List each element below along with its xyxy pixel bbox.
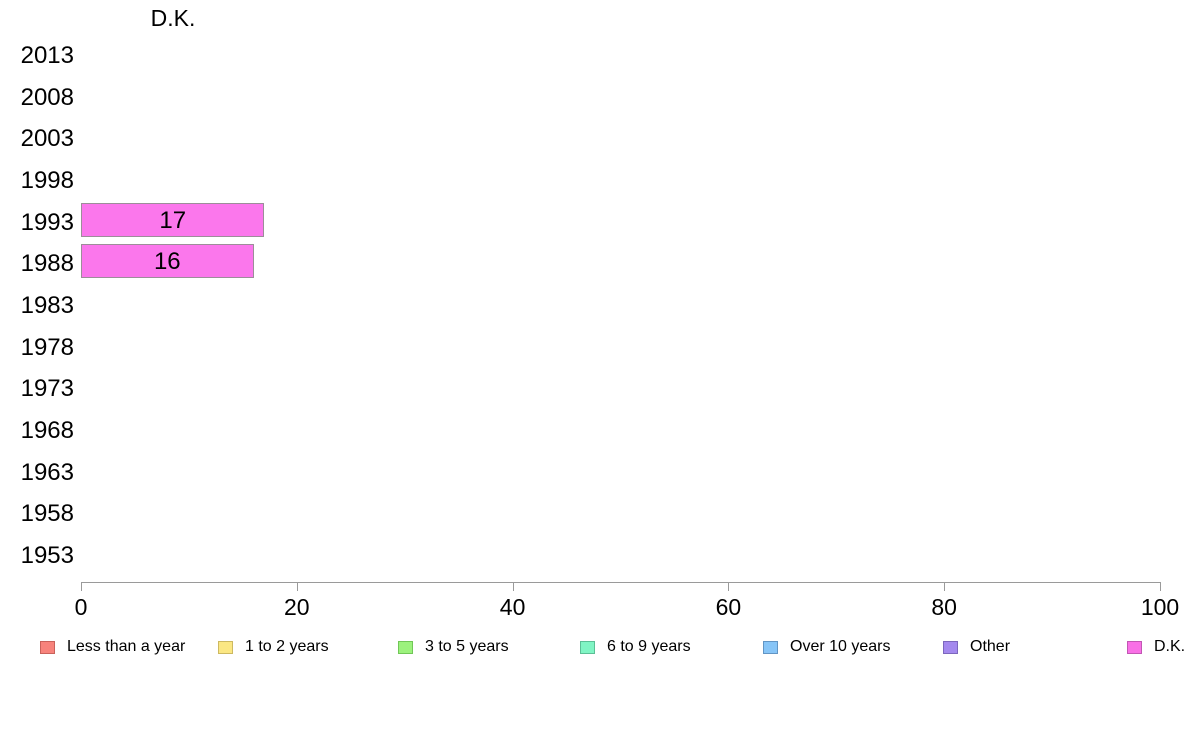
x-axis-tick (296, 582, 298, 591)
legend-item: D.K. (1127, 638, 1185, 656)
legend-swatch-icon (40, 640, 55, 654)
legend-label: 6 to 9 years (607, 638, 691, 655)
legend-swatch-icon (763, 640, 778, 654)
bar: 17 (81, 202, 265, 237)
legend-swatch-icon (1127, 640, 1142, 654)
x-axis-tick-label: 60 (715, 594, 742, 620)
bar-value-label: 16 (153, 248, 181, 276)
legend-swatch-icon (580, 640, 595, 654)
y-axis-label: 2003 (20, 125, 74, 153)
y-axis-label: 2008 (20, 83, 74, 111)
y-axis-label: 1978 (20, 333, 74, 361)
legend-item: Over 10 years (763, 638, 890, 656)
y-axis-label: 1998 (20, 167, 74, 194)
x-axis-tick-label: 20 (284, 594, 310, 620)
legend-label: 1 to 2 years (245, 638, 329, 655)
x-axis-tick (1160, 582, 1161, 591)
y-axis-label: 2013 (20, 42, 74, 69)
y-axis-label: 1983 (20, 292, 74, 320)
legend-item: Less than a year (40, 638, 185, 656)
bar-value-label: 17 (159, 206, 187, 234)
legend-label: 3 to 5 years (425, 638, 509, 655)
legend-swatch-icon (943, 640, 958, 654)
x-axis-tick (81, 582, 82, 591)
legend-label: Over 10 years (790, 638, 891, 655)
legend-item: 6 to 9 years (580, 638, 691, 656)
legend-label: D.K. (1154, 638, 1186, 655)
x-axis-tick (944, 582, 946, 591)
y-axis-label: 1953 (20, 542, 74, 570)
bar: 16 (81, 244, 254, 279)
legend-swatch-icon (218, 640, 233, 654)
x-axis-tick-label: 80 (931, 594, 957, 620)
legend-item: Other (943, 638, 1010, 656)
x-axis-tick-label: 40 (499, 594, 526, 620)
legend-label: Less than a year (67, 638, 186, 655)
legend-item: 3 to 5 years (398, 638, 509, 656)
x-axis-tick (728, 582, 730, 591)
y-axis-label: 1973 (20, 375, 74, 403)
legend-label: Other (970, 638, 1011, 655)
x-axis-tick (512, 582, 514, 591)
y-axis-label: 1993 (20, 208, 74, 236)
legend-item: 1 to 2 years (218, 638, 329, 656)
x-axis-tick-label: 100 (1140, 594, 1180, 620)
y-axis-label: 1958 (20, 500, 74, 528)
y-axis-label: 1963 (20, 458, 74, 486)
legend-swatch-icon (398, 640, 413, 654)
chart-title: D.K. (150, 5, 196, 31)
y-axis-label: 1968 (20, 417, 74, 445)
x-axis-tick-label: 0 (74, 594, 88, 620)
x-axis-line (81, 582, 1160, 583)
y-axis-label: 1988 (20, 250, 74, 278)
